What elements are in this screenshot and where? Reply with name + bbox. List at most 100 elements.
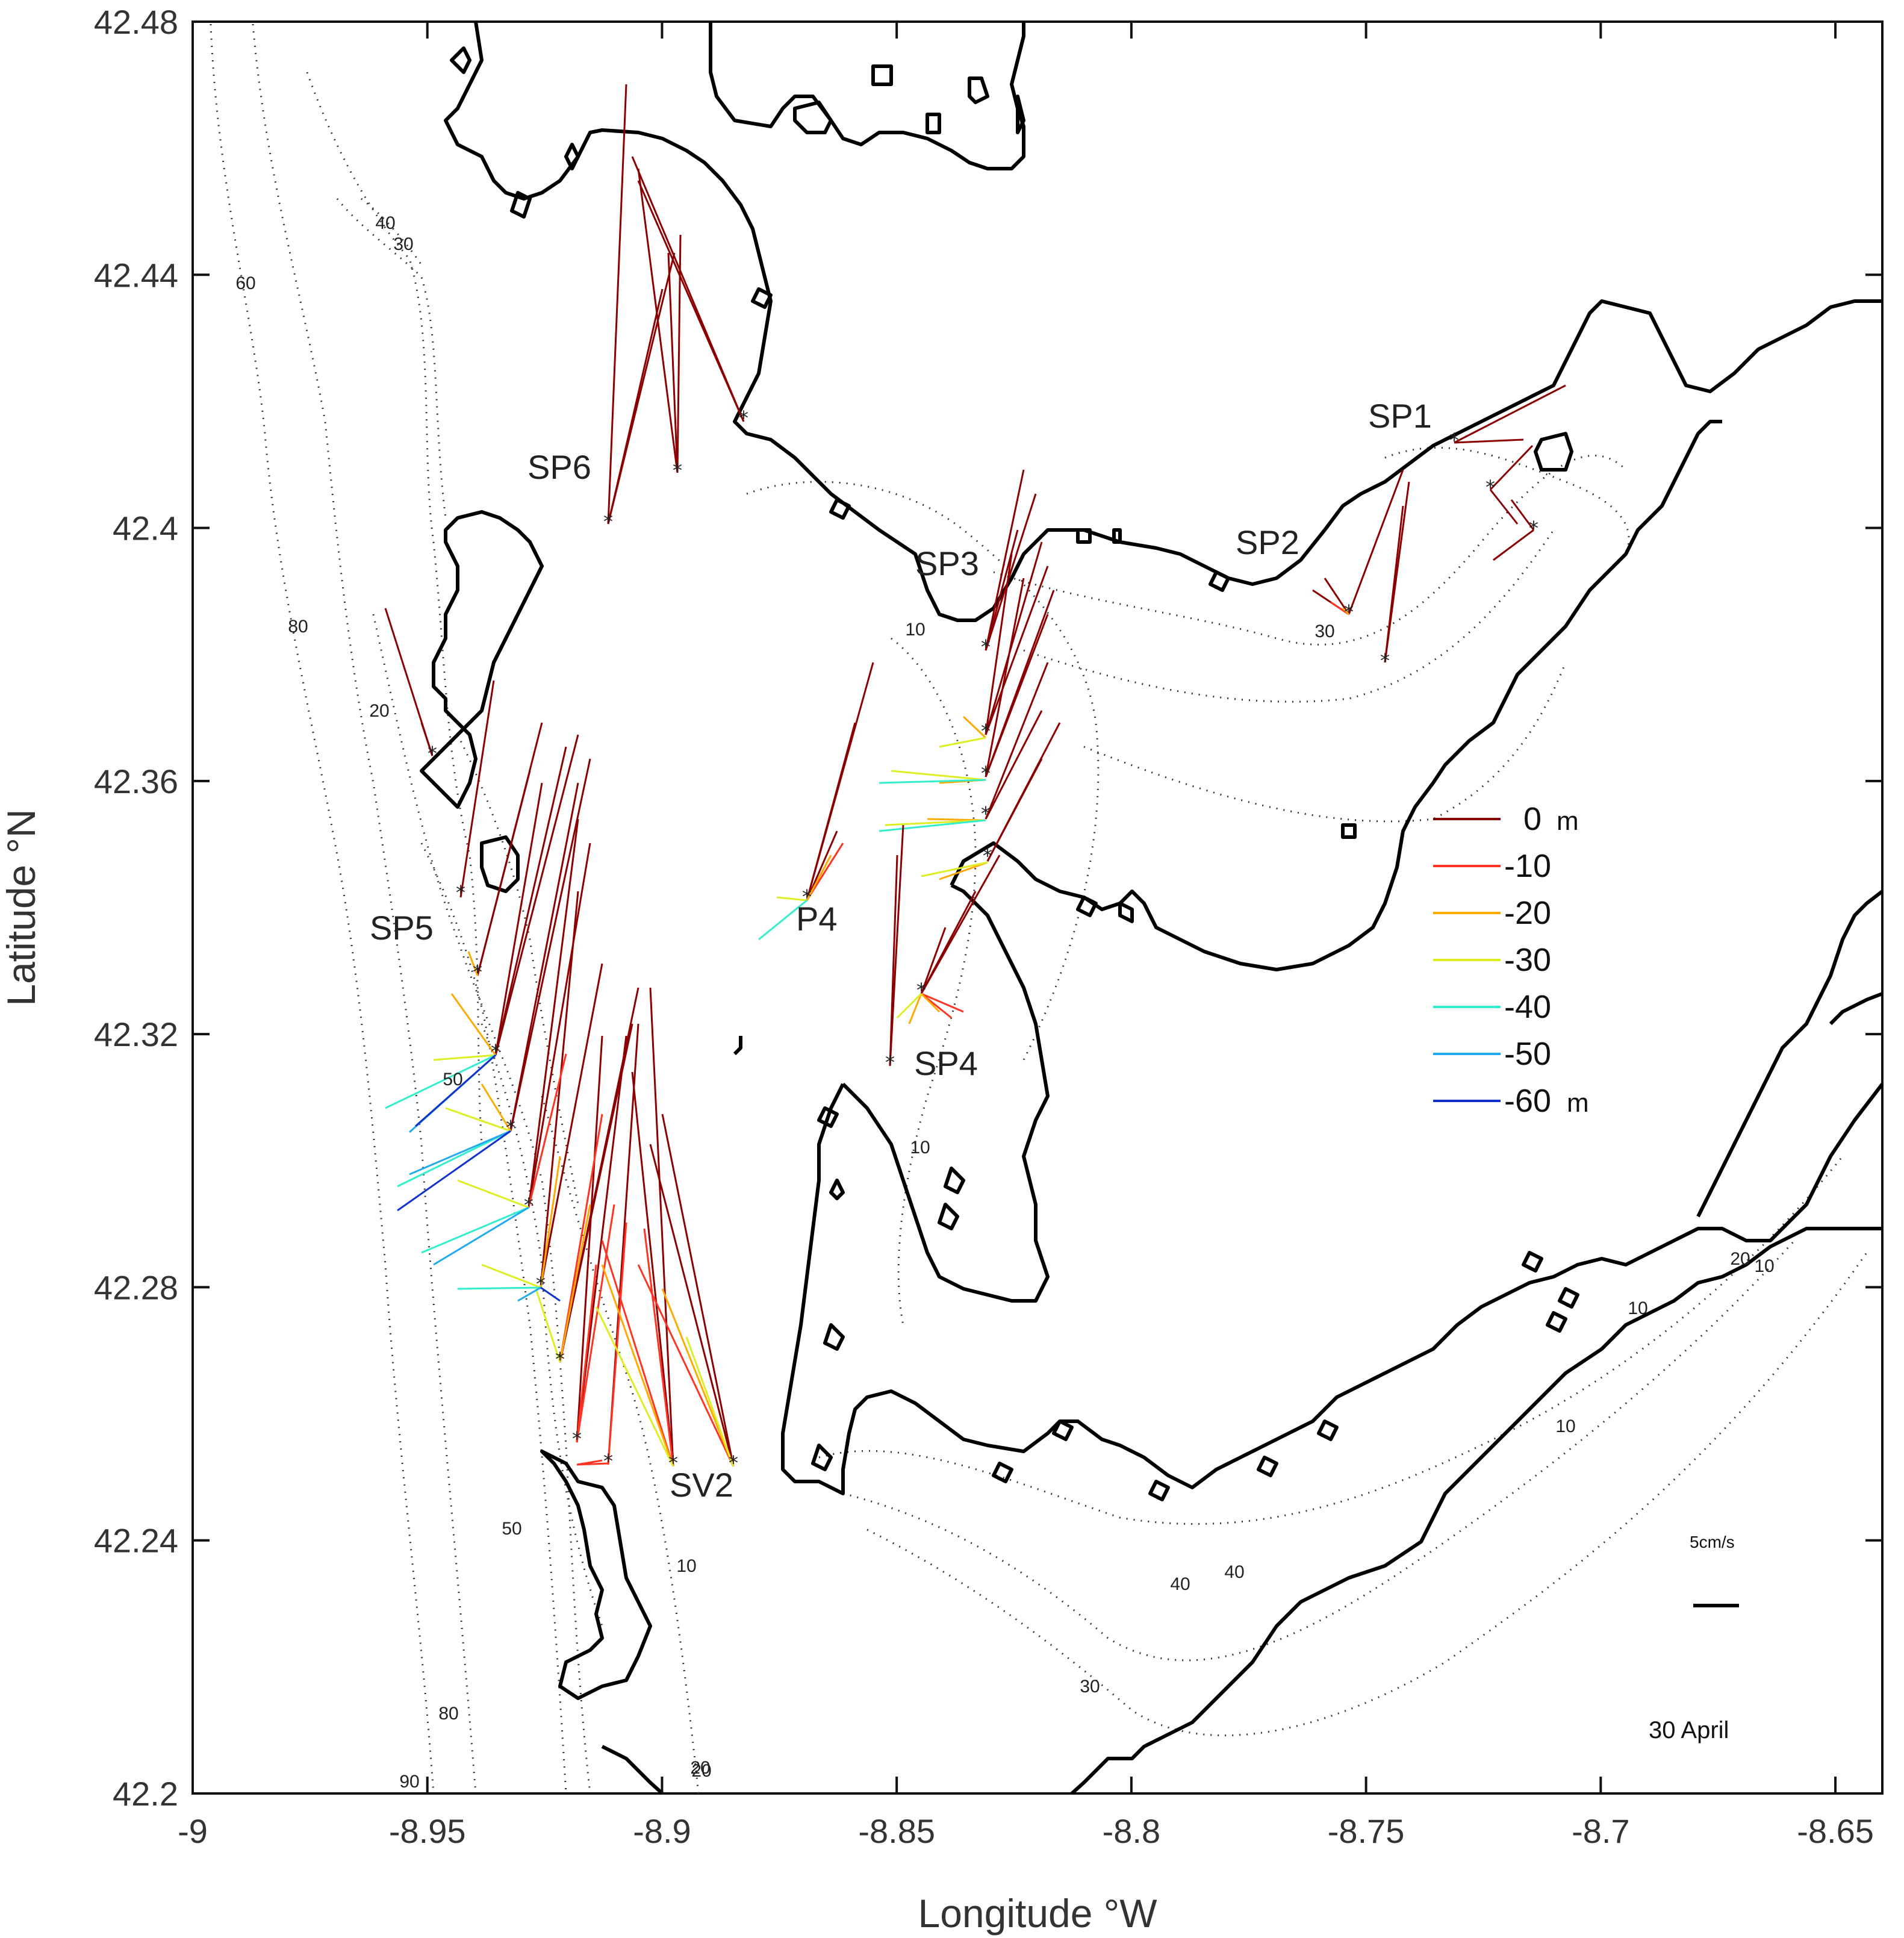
- legend-label: -40: [1504, 989, 1551, 1025]
- legend-label: -20: [1504, 895, 1551, 931]
- y-axis-title: Latitude °N: [0, 809, 43, 1006]
- current-vector: [985, 566, 1049, 735]
- station-marker: *: [473, 961, 482, 983]
- current-vector: [576, 1459, 603, 1466]
- legend-label: -10: [1504, 848, 1551, 884]
- current-vector: [806, 722, 856, 901]
- contour-label: 20: [1730, 1249, 1750, 1269]
- current-vectors: [384, 84, 1566, 1467]
- current-vector: [985, 469, 1025, 651]
- station-label-p4: P4: [796, 900, 838, 938]
- current-vector: [985, 541, 1043, 735]
- date-label: 30 April: [1649, 1717, 1729, 1743]
- current-vector: [607, 1222, 627, 1465]
- current-vector: [637, 1264, 735, 1467]
- current-vector: [985, 614, 1049, 777]
- contour-label: 80: [288, 617, 308, 637]
- station-marker: *: [524, 1194, 534, 1217]
- current-vector: [685, 1336, 735, 1467]
- station-markers: * * * * * * * * * * * * * * * * * * * * …: [428, 407, 1538, 1474]
- current-vector: [601, 1264, 674, 1467]
- y-tick-label: 42.32: [94, 1015, 178, 1053]
- current-vector: [643, 1228, 674, 1467]
- current-vector: [891, 770, 986, 781]
- current-vector: [494, 734, 579, 1056]
- x-tick-label: -9: [178, 1812, 208, 1850]
- plot-frame: [191, 20, 1884, 1795]
- current-vector: [776, 896, 807, 902]
- current-vector: [459, 680, 495, 898]
- contour-label: 40: [1170, 1574, 1190, 1594]
- current-vector: [509, 758, 591, 1132]
- current-vector: [1348, 469, 1404, 615]
- bathymetry-contours: [210, 23, 1868, 1794]
- current-vector: [896, 992, 922, 1019]
- current-vector: [921, 861, 988, 877]
- current-vector: [540, 891, 579, 1288]
- current-vector: [595, 1306, 674, 1467]
- contour-label: 50: [443, 1070, 462, 1089]
- current-vector: [540, 963, 603, 1288]
- x-tick-label: -8.7: [1572, 1812, 1630, 1850]
- legend-unit: m: [1567, 1088, 1589, 1118]
- current-vector: [889, 855, 898, 1067]
- current-vector: [649, 1144, 735, 1467]
- scale-bar: 5cm/s: [1690, 1533, 1739, 1607]
- station-marker: *: [1449, 429, 1459, 452]
- current-vector: [535, 1288, 561, 1363]
- current-vector: [939, 861, 988, 880]
- current-vector: [397, 1130, 511, 1188]
- current-vector: [420, 722, 434, 756]
- x-tick-label: -8.85: [858, 1812, 935, 1850]
- contour-label: 60: [235, 273, 255, 293]
- y-tick-label: 42.2: [113, 1775, 178, 1813]
- legend-unit: m: [1557, 806, 1579, 836]
- contour-label: 40: [375, 213, 395, 233]
- x-axis-ticks: -9 -8.95 -8.9 -8.85 -8.8 -8.75 -8.7 -8.65: [178, 22, 1874, 1850]
- y-tick-label: 42.24: [94, 1522, 178, 1560]
- current-vector: [481, 1263, 541, 1289]
- current-vector: [1384, 505, 1404, 663]
- current-vector: [445, 1107, 511, 1132]
- current-vector: [649, 987, 674, 1467]
- current-vector: [1510, 499, 1535, 531]
- station-label-sp3: SP3: [915, 544, 979, 582]
- y-axis-ticks: 42.48 42.44 42.4 42.36 42.32 42.28 42.24 42.2: [94, 3, 1882, 1813]
- station-marker: *: [555, 1348, 565, 1371]
- current-vector: [385, 1054, 496, 1109]
- current-vector: [1324, 578, 1350, 615]
- current-vector: [457, 1286, 541, 1290]
- contour-labels: 40 30 60 80 20 10 10 30 50 50 10 20 40 4…: [235, 213, 1774, 1792]
- station-marker: *: [572, 1427, 582, 1450]
- contour-label: 30: [1314, 622, 1334, 641]
- current-vector: [415, 1054, 496, 1127]
- current-vector: [607, 84, 627, 525]
- current-vector: [985, 578, 1025, 777]
- station-marker: *: [729, 1451, 738, 1474]
- station-marker: *: [456, 881, 465, 904]
- current-vector: [509, 782, 579, 1132]
- current-vector: [985, 662, 1049, 820]
- current-vector: [985, 493, 1037, 651]
- station-label-sp5: SP5: [370, 909, 434, 947]
- current-vector: [540, 1286, 561, 1302]
- contour-label: 30: [1080, 1677, 1100, 1697]
- legend-label: -30: [1504, 942, 1551, 978]
- station-marker: *: [981, 802, 991, 825]
- contour-label: 10: [676, 1556, 696, 1576]
- contour-label: 20: [691, 1761, 711, 1781]
- current-vector: [637, 180, 745, 422]
- current-vector: [1489, 444, 1534, 491]
- current-vector: [397, 1130, 511, 1212]
- station-marker: *: [603, 510, 613, 533]
- station-label-sp4: SP4: [914, 1044, 978, 1082]
- current-vector: [920, 992, 941, 1013]
- contour-label: 80: [438, 1704, 458, 1724]
- station-marker: *: [802, 885, 812, 908]
- station-marker: *: [981, 635, 991, 658]
- station-marker: *: [739, 407, 748, 429]
- current-vector: [1342, 607, 1350, 615]
- station-labels: SP1 SP2 SP3 SP4 SP5 SP6 P4 SV2: [370, 397, 1432, 1504]
- current-vector: [985, 529, 1019, 651]
